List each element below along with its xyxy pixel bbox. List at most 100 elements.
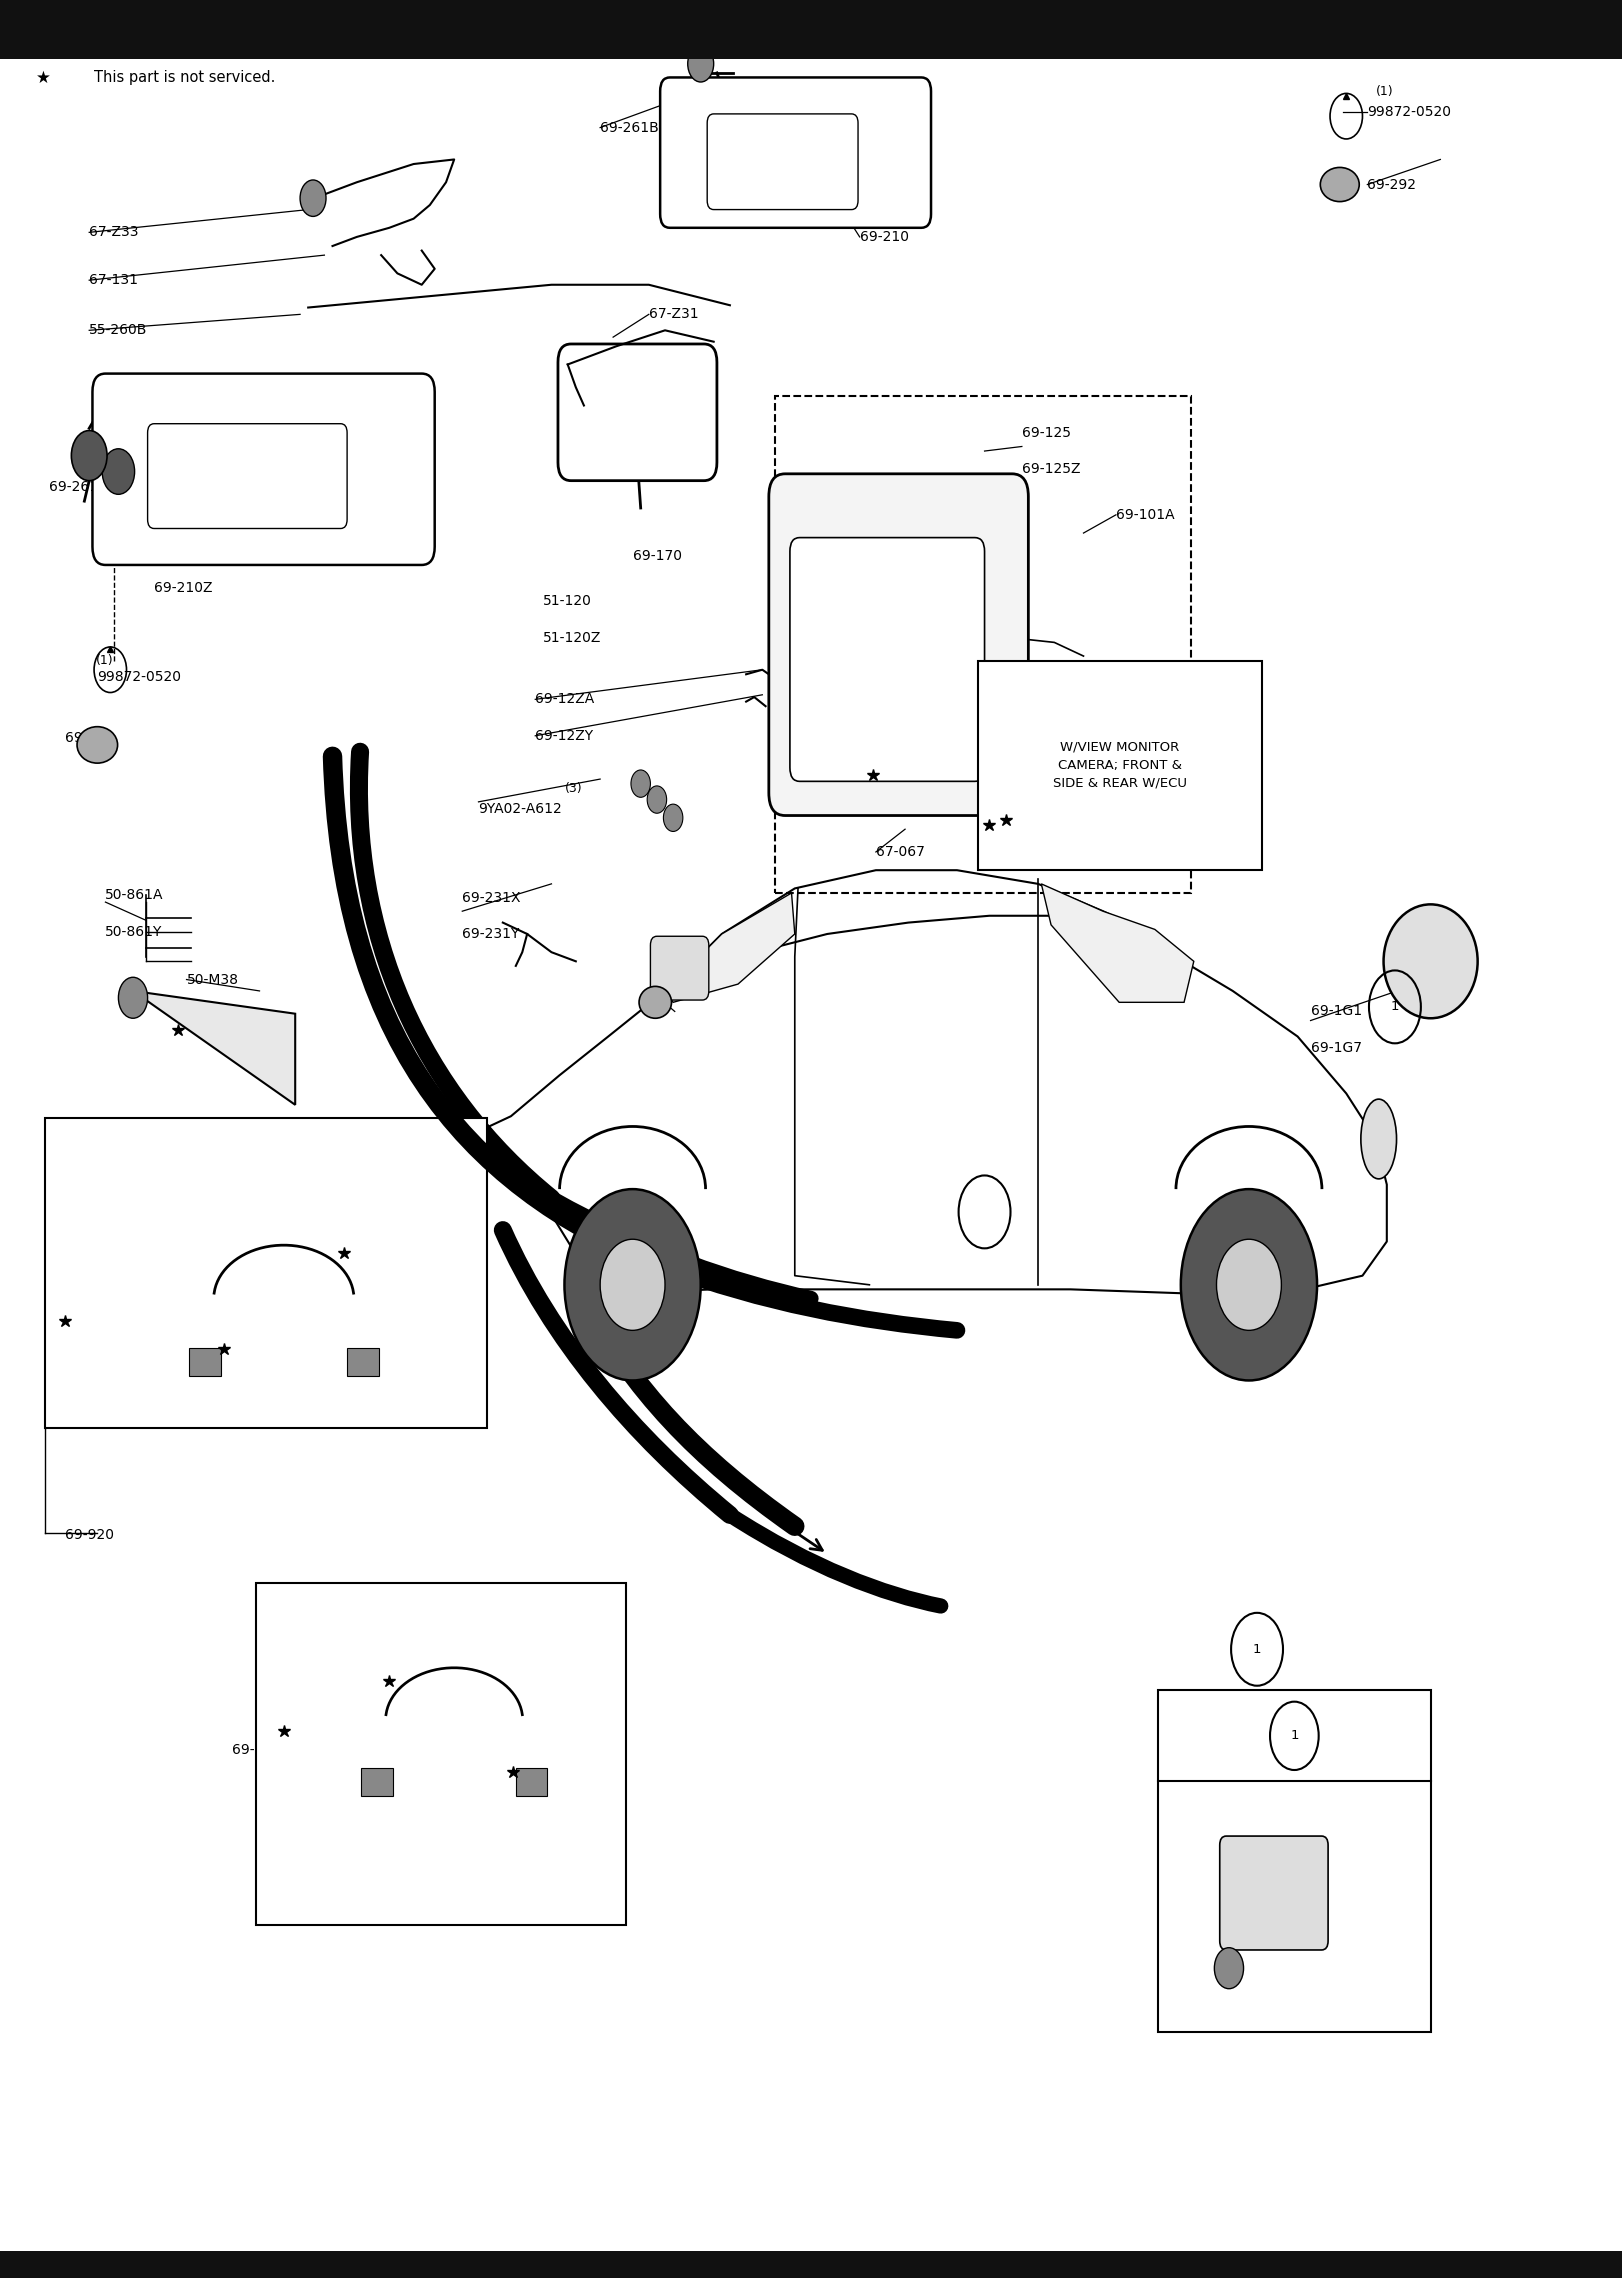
Text: 69-12ZY: 69-12ZY: [535, 729, 594, 743]
Text: (3): (3): [564, 781, 582, 795]
Text: 68-AD2: 68-AD2: [191, 1248, 243, 1262]
Polygon shape: [462, 916, 1387, 1294]
Text: 99466-0616B: 99466-0616B: [1176, 1975, 1270, 1989]
Circle shape: [1215, 1948, 1244, 1989]
Text: 67-Z33: 67-Z33: [89, 226, 139, 239]
Bar: [0, 2251, 1622, 2278]
Bar: [362, 1768, 393, 1795]
Text: (1): (1): [1388, 1816, 1406, 1829]
Polygon shape: [665, 893, 795, 1002]
FancyBboxPatch shape: [769, 474, 1028, 816]
Ellipse shape: [1320, 169, 1359, 203]
Bar: [516, 1768, 547, 1795]
Circle shape: [663, 804, 683, 831]
Bar: [256, 1583, 626, 1925]
Text: /67-190J: /67-190J: [675, 1080, 733, 1093]
Text: 51-120Z: 51-120Z: [543, 631, 602, 645]
Text: This part is not serviced.: This part is not serviced.: [94, 71, 276, 84]
Text: 69-922: 69-922: [337, 1362, 386, 1376]
Text: 69-920: 69-920: [65, 1529, 114, 1542]
Text: 69-125Z: 69-125Z: [1022, 462, 1080, 476]
Text: 67-RCX: 67-RCX: [1208, 727, 1259, 740]
Text: 69-231X: 69-231X: [462, 891, 521, 904]
Ellipse shape: [1384, 904, 1478, 1018]
Circle shape: [102, 449, 135, 494]
Text: 69-922: 69-922: [62, 1333, 110, 1346]
Text: 1: 1: [1289, 1729, 1299, 1743]
Circle shape: [71, 431, 107, 481]
Bar: [347, 1349, 378, 1376]
FancyBboxPatch shape: [558, 344, 717, 481]
FancyBboxPatch shape: [148, 424, 347, 528]
FancyBboxPatch shape: [1220, 1836, 1328, 1950]
Text: 68-AD2: 68-AD2: [378, 1674, 430, 1688]
Text: 9YA02-A612: 9YA02-A612: [478, 802, 563, 816]
Circle shape: [1181, 1189, 1317, 1380]
Ellipse shape: [1361, 1100, 1397, 1180]
Circle shape: [631, 770, 650, 797]
Text: /67-200D: /67-200D: [675, 1046, 740, 1059]
Text: 68-AD2: 68-AD2: [191, 1396, 243, 1410]
Text: 67-Z31: 67-Z31: [649, 308, 699, 321]
Bar: [1158, 1690, 1431, 2032]
Text: 69-56X: 69-56X: [1233, 1879, 1283, 1893]
Text: 69-1G7: 69-1G7: [1311, 1041, 1361, 1055]
Text: 68-AD2: 68-AD2: [438, 1854, 490, 1868]
Text: 1: 1: [1252, 1642, 1262, 1656]
Text: 6703: 6703: [675, 1009, 722, 1027]
FancyBboxPatch shape: [660, 77, 931, 228]
Text: 69-922: 69-922: [470, 1775, 519, 1788]
Text: 69-231Y: 69-231Y: [462, 927, 519, 941]
Text: 69-261B: 69-261B: [600, 121, 659, 134]
Bar: [45, 1118, 487, 1428]
Text: 69-292: 69-292: [65, 731, 114, 745]
Text: 69-922: 69-922: [232, 1743, 281, 1756]
Text: 69-210: 69-210: [860, 230, 908, 244]
FancyBboxPatch shape: [92, 374, 435, 565]
Circle shape: [688, 46, 714, 82]
Polygon shape: [1041, 884, 1194, 1002]
Text: 1: 1: [1390, 1000, 1400, 1014]
Text: 50-861A: 50-861A: [105, 888, 164, 902]
Text: 69-12ZA: 69-12ZA: [535, 693, 595, 706]
FancyBboxPatch shape: [790, 538, 985, 781]
Text: 99872-0520: 99872-0520: [1367, 105, 1452, 118]
Ellipse shape: [76, 727, 117, 763]
Text: 50-861Y: 50-861Y: [105, 925, 162, 939]
Text: ★: ★: [36, 68, 50, 87]
Text: 69-292: 69-292: [1367, 178, 1416, 191]
Circle shape: [600, 1239, 665, 1330]
Bar: [0, 0, 1622, 59]
Text: 55-260B: 55-260B: [89, 323, 148, 337]
Circle shape: [118, 977, 148, 1018]
Text: 69-170: 69-170: [633, 549, 681, 563]
Text: (1): (1): [1375, 84, 1393, 98]
Circle shape: [300, 180, 326, 216]
Text: 1: 1: [980, 1205, 989, 1219]
Text: 69-125: 69-125: [1022, 426, 1071, 440]
Text: 69-910: 69-910: [49, 1406, 97, 1419]
FancyBboxPatch shape: [650, 936, 709, 1000]
Text: 69-210Z: 69-210Z: [154, 581, 212, 595]
Circle shape: [564, 1189, 701, 1380]
Text: 67-067: 67-067: [876, 845, 925, 859]
Text: 51-120: 51-120: [543, 595, 592, 608]
Bar: [978, 661, 1262, 870]
Text: 69-261B: 69-261B: [49, 481, 107, 494]
Text: (1): (1): [96, 654, 114, 667]
Text: 67-Z32: 67-Z32: [641, 465, 691, 478]
Text: W/VIEW MONITOR
CAMERA; FRONT &
SIDE & REAR W/ECU: W/VIEW MONITOR CAMERA; FRONT & SIDE & RE…: [1053, 740, 1187, 790]
Text: 99872-0520: 99872-0520: [97, 670, 182, 683]
Polygon shape: [133, 991, 295, 1105]
FancyBboxPatch shape: [707, 114, 858, 210]
Text: 69-101A: 69-101A: [1116, 508, 1174, 522]
Text: 67-131: 67-131: [89, 273, 138, 287]
Text: 69-101A: 69-101A: [1116, 790, 1174, 804]
Circle shape: [647, 786, 667, 813]
Bar: [775, 396, 1191, 893]
Text: 50-M38: 50-M38: [187, 973, 238, 986]
Ellipse shape: [639, 986, 672, 1018]
Text: 69-1G1: 69-1G1: [1311, 1005, 1362, 1018]
Bar: [188, 1349, 221, 1376]
Circle shape: [1216, 1239, 1281, 1330]
